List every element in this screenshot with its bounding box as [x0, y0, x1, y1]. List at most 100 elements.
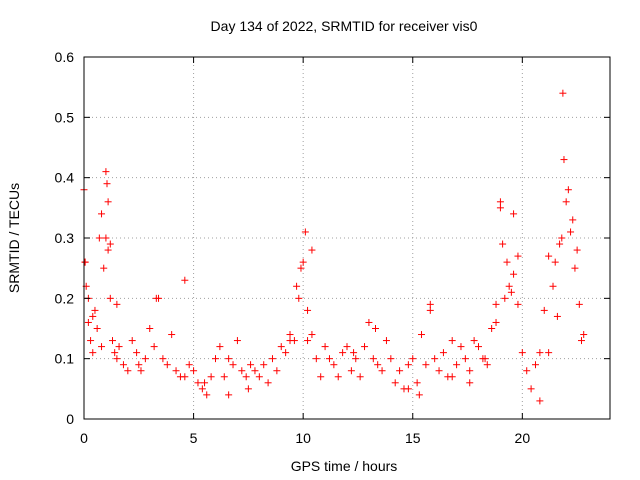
data-point: [233, 337, 241, 345]
data-point: [89, 312, 97, 320]
data-point: [152, 294, 160, 302]
data-point: [108, 337, 116, 345]
data-point: [492, 318, 500, 326]
data-point: [356, 373, 364, 381]
data-point: [507, 288, 515, 296]
data-point: [321, 343, 329, 351]
data-point: [102, 168, 110, 176]
data-point: [536, 397, 544, 405]
data-point: [312, 355, 320, 363]
data-point: [207, 373, 215, 381]
data-point: [106, 240, 114, 248]
data-point: [135, 361, 143, 369]
data-point: [89, 349, 97, 357]
data-point: [578, 337, 586, 345]
data-point: [104, 246, 112, 254]
data-point: [87, 337, 95, 345]
data-point: [111, 349, 119, 357]
data-point: [496, 204, 504, 212]
data-point: [203, 391, 211, 399]
data-point: [216, 343, 224, 351]
y-tick-label: 0.4: [55, 170, 75, 186]
data-point: [168, 331, 176, 339]
data-point: [514, 300, 522, 308]
data-point: [431, 355, 439, 363]
data-point: [564, 186, 572, 194]
data-point: [448, 373, 456, 381]
data-point: [453, 361, 461, 369]
data-point: [91, 306, 99, 314]
data-point: [518, 349, 526, 357]
data-point: [295, 294, 303, 302]
data-point: [113, 300, 121, 308]
data-point: [264, 379, 272, 387]
data-point: [212, 355, 219, 363]
data-point: [580, 331, 588, 339]
data-point: [510, 210, 518, 218]
data-point: [560, 156, 568, 164]
data-point: [141, 355, 149, 363]
data-point: [531, 361, 539, 369]
data-point: [98, 343, 106, 351]
data-point: [558, 234, 566, 242]
data-point: [172, 367, 180, 375]
data-point: [461, 355, 469, 363]
y-axis-label: SRMTID / TECUs: [6, 183, 22, 293]
y-tick-label: 0.3: [55, 230, 75, 246]
data-point: [260, 361, 268, 369]
data-point: [229, 361, 237, 369]
x-tick-label: 15: [405, 430, 421, 446]
x-axis: 0 5 10 15 20: [80, 57, 530, 446]
data-point: [343, 343, 351, 351]
data-point: [475, 343, 482, 351]
data-point: [339, 349, 347, 357]
data-point: [559, 89, 567, 97]
plot-frame: [83, 56, 611, 420]
data-point: [113, 355, 121, 363]
data-point: [238, 367, 246, 375]
data-point: [466, 367, 474, 375]
data-point: [378, 367, 386, 375]
data-point: [514, 252, 522, 260]
data-point: [483, 361, 491, 369]
data-point: [225, 391, 233, 399]
data-point: [103, 180, 111, 188]
data-point: [104, 198, 112, 206]
data-point: [350, 349, 358, 357]
data-point: [201, 379, 209, 387]
data-point: [225, 355, 233, 363]
data-point: [435, 367, 443, 375]
data-point: [573, 246, 581, 254]
data-point: [551, 258, 559, 266]
data-point: [404, 385, 412, 393]
data-point: [553, 312, 561, 320]
y-tick-label: 0.6: [55, 49, 75, 65]
data-point: [404, 361, 412, 369]
data-points: [80, 89, 588, 405]
data-point: [571, 264, 579, 272]
data-point: [361, 343, 369, 351]
data-point: [415, 391, 423, 399]
data-point: [181, 373, 189, 381]
data-point: [304, 337, 312, 345]
data-point: [334, 373, 342, 381]
data-point: [273, 367, 281, 375]
data-point: [308, 331, 316, 339]
data-point: [150, 343, 158, 351]
data-point: [466, 379, 474, 387]
data-point: [297, 264, 305, 272]
data-point: [286, 337, 294, 345]
data-point: [128, 337, 136, 345]
data-point: [124, 367, 132, 375]
y-axis: 0 0.1 0.2 0.3 0.4 0.5 0.6: [55, 49, 610, 427]
data-point: [567, 228, 575, 236]
data-point: [387, 355, 395, 363]
data-point: [503, 258, 511, 266]
data-point: [545, 252, 553, 260]
data-point: [299, 258, 307, 266]
data-point: [255, 373, 263, 381]
data-point: [439, 349, 447, 357]
data-point: [352, 355, 360, 363]
data-point: [448, 337, 456, 345]
